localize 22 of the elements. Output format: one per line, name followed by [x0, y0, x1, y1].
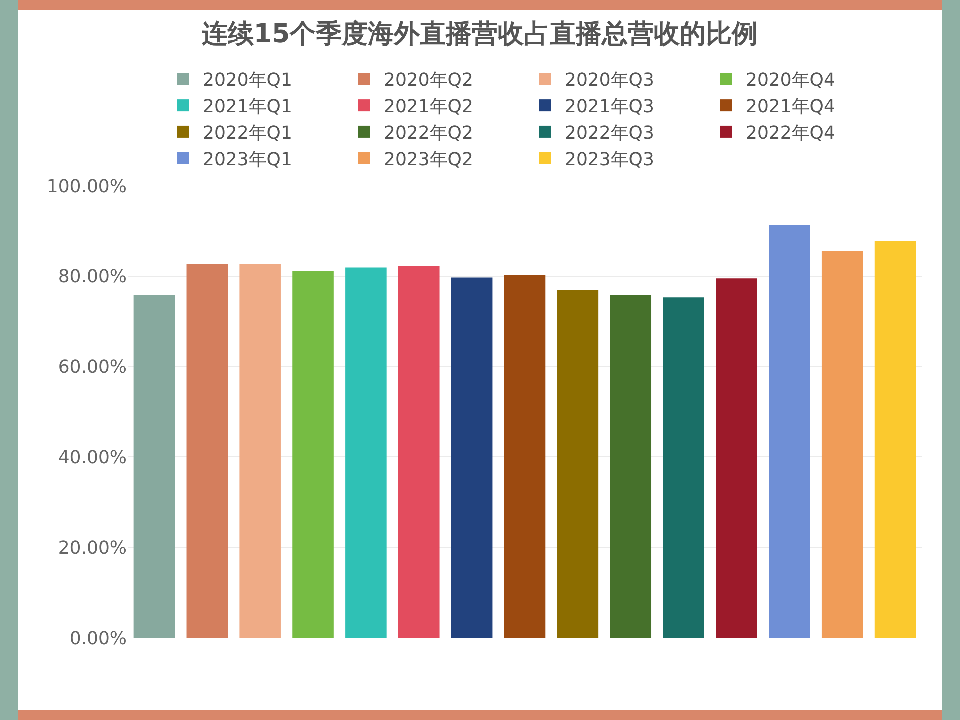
y-tick-label: 100.00% — [46, 176, 127, 198]
y-tick-label: 60.00% — [58, 357, 127, 378]
y-tick-label: 0.00% — [70, 628, 127, 650]
legend-label: 2022年Q4 — [746, 122, 836, 144]
legend-label: 2022年Q2 — [384, 122, 474, 144]
chart-title: 连续15个季度海外直播营收占直播总营收的比例 — [200, 20, 758, 50]
legend-label: 2020年Q4 — [746, 70, 836, 92]
legend-label: 2022年Q3 — [565, 122, 654, 144]
legend-label: 2023年Q2 — [384, 149, 474, 170]
legend-label: 2021年Q1 — [203, 96, 292, 118]
legend-label: 2020年Q2 — [384, 70, 474, 92]
legend-label: 2022年Q1 — [203, 122, 292, 144]
y-tick-label: 20.00% — [58, 538, 127, 559]
legend-label: 2023年Q1 — [203, 149, 292, 170]
legend-label: 2020年Q3 — [565, 70, 654, 92]
y-tick-label: 40.00% — [58, 448, 127, 468]
y-tick-label: 80.00% — [58, 266, 127, 288]
legend-label: 2021年Q3 — [565, 96, 654, 118]
legend-label: 2021年Q4 — [746, 96, 836, 118]
legend-label: 2020年Q1 — [203, 70, 292, 92]
legend-label: 2023年Q3 — [565, 149, 654, 170]
legend-label: 2021年Q2 — [384, 96, 474, 118]
